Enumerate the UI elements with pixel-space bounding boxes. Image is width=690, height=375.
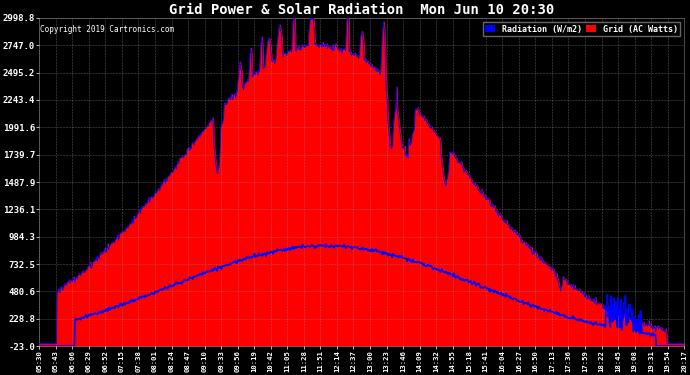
Title: Grid Power & Solar Radiation  Mon Jun 10 20:30: Grid Power & Solar Radiation Mon Jun 10 … <box>169 3 554 17</box>
Text: Copyright 2019 Cartronics.com: Copyright 2019 Cartronics.com <box>40 24 174 33</box>
Legend: Radiation (W/m2), Grid (AC Watts): Radiation (W/m2), Grid (AC Watts) <box>482 22 680 36</box>
